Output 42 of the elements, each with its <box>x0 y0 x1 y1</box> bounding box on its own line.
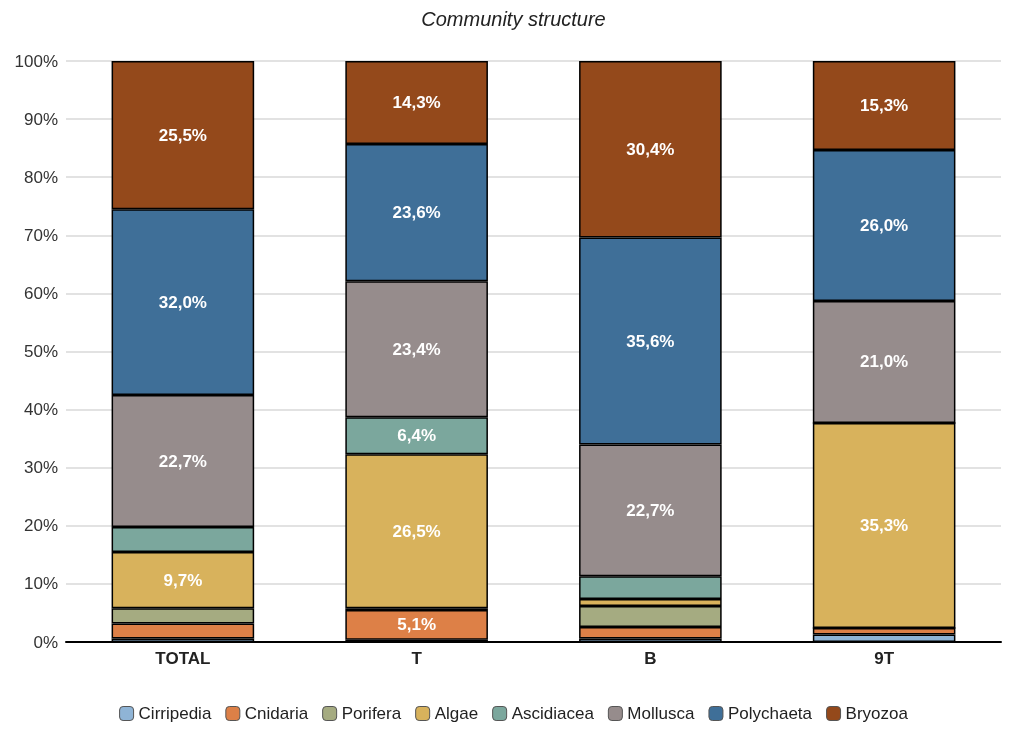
data-label: 5,1% <box>397 615 436 635</box>
data-label: 26,5% <box>392 521 441 541</box>
y-tick-label: 30% <box>23 458 58 478</box>
data-label: 23,4% <box>392 339 441 359</box>
x-tick-label: 9T <box>874 649 895 668</box>
y-tick-label: 70% <box>23 225 58 245</box>
y-tick-label: 90% <box>23 109 58 129</box>
legend-label: Mollusca <box>627 704 695 723</box>
data-label: 21,0% <box>860 352 909 372</box>
x-tick-label: TOTAL <box>155 649 211 668</box>
legend-label: Porifera <box>341 704 402 723</box>
data-label: 22,7% <box>158 451 207 471</box>
data-label: 35,3% <box>860 516 909 536</box>
y-tick-label: 100% <box>14 51 58 71</box>
legend-label: Polychaeta <box>727 704 813 723</box>
y-tick-label: 10% <box>23 574 58 594</box>
legend-label: Cnidaria <box>244 704 309 723</box>
y-tick-label: 80% <box>23 167 58 187</box>
data-label: 6,4% <box>397 426 436 446</box>
data-label: 35,6% <box>626 331 675 351</box>
legend-label: Algae <box>434 704 479 723</box>
data-label: 9,7% <box>163 570 203 590</box>
data-label: 25,5% <box>158 125 207 145</box>
data-label: 30,4% <box>626 139 675 159</box>
data-label: 23,6% <box>392 203 441 223</box>
y-tick-label: 0% <box>33 632 58 652</box>
data-label: 15,3% <box>860 95 909 115</box>
data-label: 32,0% <box>158 292 207 312</box>
y-tick-label: 20% <box>23 516 58 536</box>
bar <box>345 610 488 640</box>
data-label: 22,7% <box>626 500 675 520</box>
x-tick-label: T <box>411 649 423 668</box>
x-tick-label: B <box>644 649 657 668</box>
chart-title: Community structure <box>421 8 606 30</box>
legend-label: Bryozoa <box>845 704 909 723</box>
data-label: 14,3% <box>392 93 441 113</box>
data-label: 26,0% <box>860 215 909 235</box>
y-tick-label: 60% <box>23 283 58 303</box>
legend-label: Ascidiacea <box>511 704 595 723</box>
y-tick-label: 50% <box>23 342 58 361</box>
y-tick-label: 40% <box>23 400 58 420</box>
legend-label: Cirripedia <box>138 704 212 723</box>
